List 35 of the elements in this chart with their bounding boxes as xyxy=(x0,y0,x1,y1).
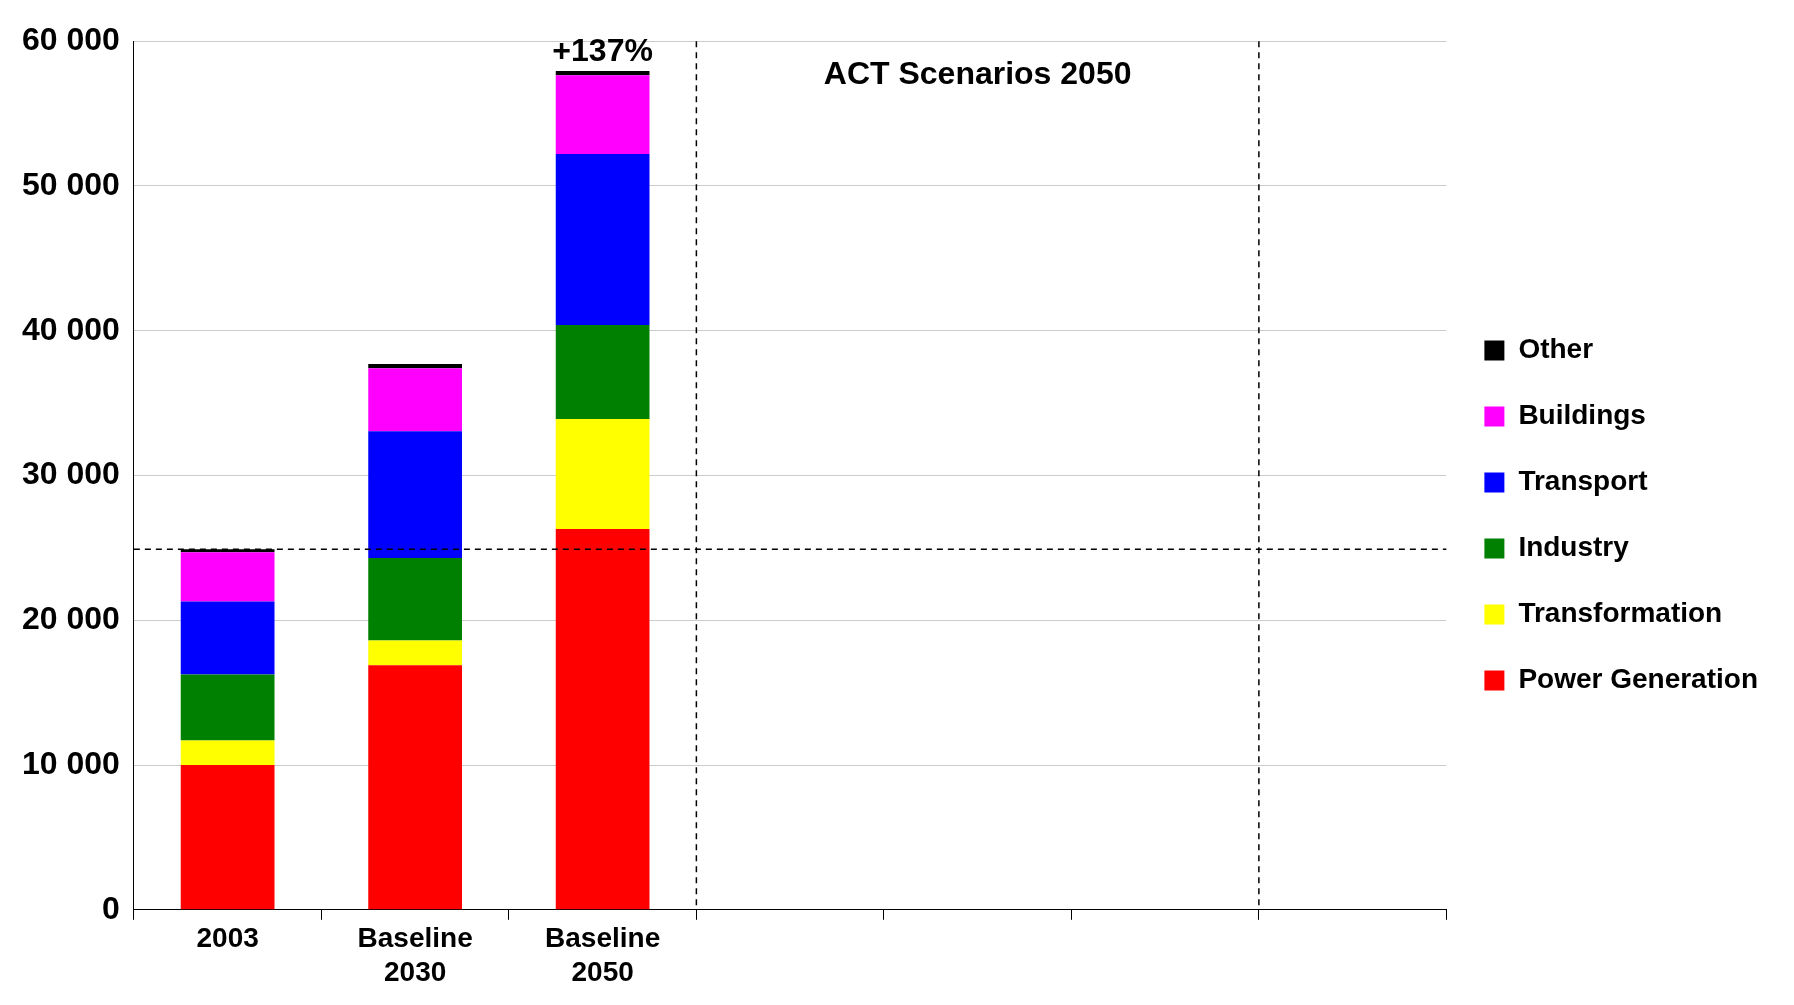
bar xyxy=(180,674,275,741)
y-tick-label: 20 000 xyxy=(22,600,120,637)
bar xyxy=(368,665,462,910)
x-tick-label: 2003 xyxy=(196,922,259,954)
y-tick-label: 10 000 xyxy=(22,744,120,781)
bar xyxy=(555,154,650,325)
bar xyxy=(368,431,462,559)
bar xyxy=(555,419,650,530)
legend-label: Transport xyxy=(1518,465,1648,497)
y-tick-label: 50 000 xyxy=(22,165,120,202)
legend-label: Other xyxy=(1518,333,1594,365)
annotation: +137% xyxy=(552,31,653,68)
bar xyxy=(368,368,462,432)
bar xyxy=(555,529,650,910)
bar xyxy=(555,75,650,155)
legend-label: Power Generation xyxy=(1518,663,1759,695)
y-tick-label: 30 000 xyxy=(22,455,120,492)
y-tick-label: 0 xyxy=(102,889,120,926)
bar xyxy=(555,70,650,76)
bar xyxy=(368,558,462,641)
y-tick-label: 40 000 xyxy=(22,310,120,347)
annotation: ACT Scenarios 2050 xyxy=(823,55,1132,92)
bar xyxy=(180,740,275,766)
legend-label: Industry xyxy=(1518,531,1630,563)
y-tick-label: 60 000 xyxy=(22,21,120,58)
bar xyxy=(368,640,462,666)
legend-label: Transformation xyxy=(1518,597,1723,629)
x-tick-label: Baseline 2030 xyxy=(357,922,473,987)
bar xyxy=(555,324,650,420)
bar xyxy=(180,765,275,910)
bar xyxy=(368,364,462,369)
bar xyxy=(180,552,275,602)
legend-label: Buildings xyxy=(1518,399,1646,431)
x-tick-label: Baseline 2050 xyxy=(545,922,661,987)
bar xyxy=(180,601,275,675)
